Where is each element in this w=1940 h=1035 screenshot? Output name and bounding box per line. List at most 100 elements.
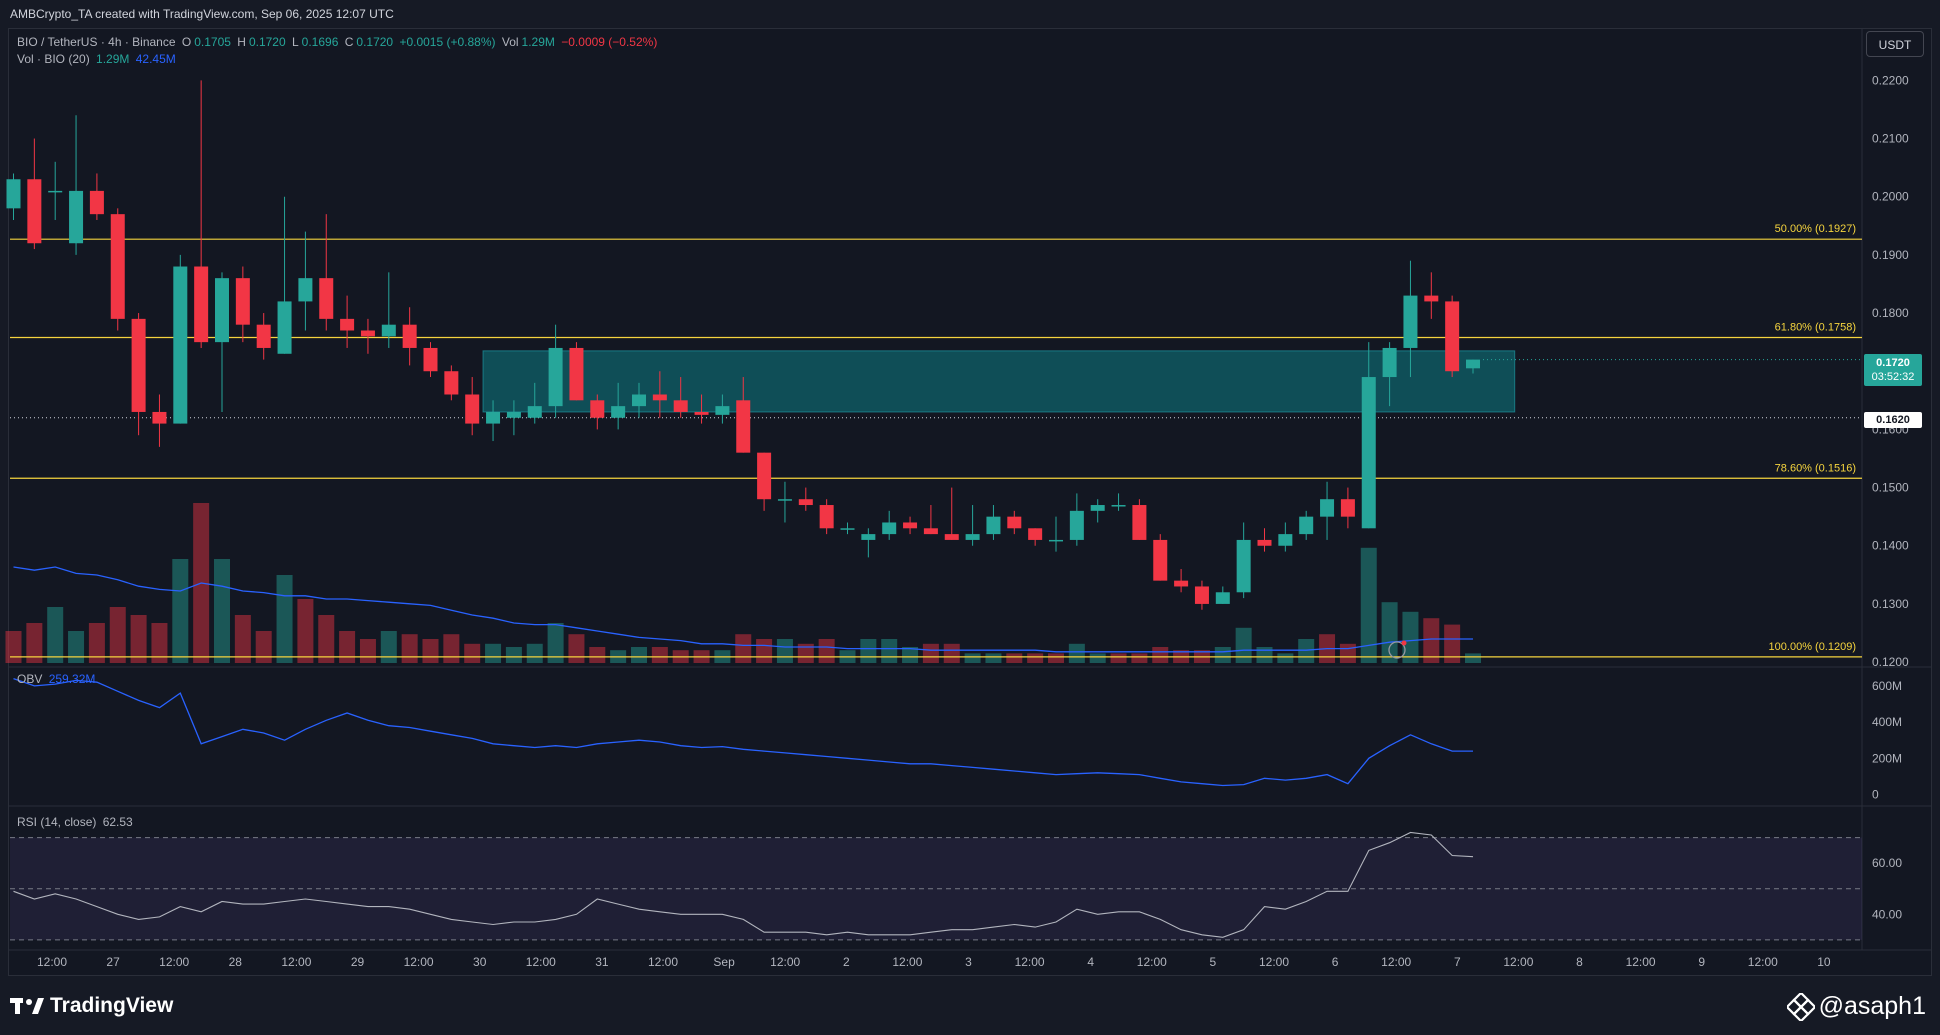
candle-body [1007,516,1022,529]
volume-bar [485,643,502,663]
volume-indicator-label[interactable]: Vol · BIO (20) [17,52,90,66]
candle-body [256,324,271,348]
tradingview-logo[interactable]: TradingView [10,994,173,1018]
brand-name: TradingView [50,994,174,1017]
volume-bar [464,643,481,663]
candle-body [465,394,480,424]
volume-bar [1131,653,1148,663]
candle-body [277,301,292,354]
last-price-tag: 0.1720 03:52:32 [1864,354,1922,386]
time-tick-label: 12:00 [404,955,434,969]
candle-body [1174,580,1189,587]
open-value: 0.1705 [194,35,231,49]
volume-bar [5,631,22,663]
volume-bar [401,634,418,663]
change-value: +0.0015 (+0.88%) [399,35,496,49]
time-tick-label: 12:00 [892,955,922,969]
volume-bar [943,643,960,663]
price-tick-label: 0.1800 [1872,306,1909,320]
volume-bar [1089,653,1106,663]
time-tick-label: 5 [1210,955,1217,969]
volume-bar [1110,653,1127,663]
candle-body [944,534,959,540]
time-tick-label: 12:00 [648,955,678,969]
candle-body [152,411,167,424]
candle-body [6,179,21,209]
top-bar: AMBCrypto_TA created with TradingView.co… [0,0,1940,28]
obv-label[interactable]: OBV [17,672,43,686]
volume-bar [1360,547,1377,663]
candle-body [1215,592,1230,604]
volume-legend: Vol · BIO (20) 1.29M 42.45M [17,52,179,66]
volume-bar [339,631,356,663]
candle-body [131,318,146,412]
vol-label: Vol [501,35,519,49]
candle-body [27,179,42,244]
candle-body [381,324,396,337]
symbol-name[interactable]: BIO / TetherUS · 4h · Binance [17,35,176,49]
rsi-label[interactable]: RSI (14, close) [17,815,97,829]
vol-change-value: −0.0009 (−0.52%) [561,35,658,49]
volume-bar [214,559,230,663]
price-tick-label: 0.2200 [1872,73,1909,87]
candle-body [486,411,501,424]
close-value: 0.1720 [356,35,394,49]
volume-bar [109,607,126,663]
time-tick-label: 10 [1817,955,1831,969]
price-tick-label: 0.1500 [1872,481,1909,495]
volume-bar [922,643,939,663]
price-tick-label: 0.2000 [1872,190,1909,204]
candle-body [1049,539,1063,542]
low-value: 0.1696 [301,35,339,49]
tradingview-logo-icon [10,998,44,1014]
vol-value: 1.29M [521,35,555,49]
candle-body [694,411,709,415]
volume-bar [359,639,376,663]
volume-bar [1402,611,1419,663]
rsi-line [13,831,1474,938]
volume-indicator-value: 1.29M [96,52,130,66]
candle-body [548,347,563,407]
alert-icon [1388,641,1406,659]
obv-value: 259.32M [48,672,96,686]
candle-body [965,534,980,540]
rsi-band-fill [10,837,1862,940]
binance-diamond-icon [1786,992,1815,1021]
volume-bar [1068,643,1085,663]
volume-bar [1423,618,1440,663]
volume-bar [443,634,460,663]
candle-body [215,278,229,343]
high-value: 0.1720 [248,35,286,49]
time-tick-label: 9 [1698,955,1705,969]
candle-body [235,278,250,325]
candle-body [1132,505,1147,540]
time-tick-label: 27 [106,955,120,969]
volume-bar [88,623,105,663]
candle-body [1194,586,1209,604]
candle-body [1299,516,1314,535]
volume-bar [547,623,564,663]
candle-body [923,528,938,535]
price-tick-label: 0.1400 [1872,539,1909,553]
rsi-value: 62.53 [102,815,133,829]
time-tick-label: 28 [229,955,243,969]
footer: TradingView @asaph1 [0,976,1940,1035]
candle-body [715,406,730,415]
candle-body [402,324,417,348]
volume-bar [234,615,251,663]
obv-tick-label: 200M [1872,751,1902,765]
crosshair-price-tag: 0.1620 [1864,412,1922,428]
volume-bar [1339,643,1356,663]
volume-bar [818,639,835,663]
candle-body [48,190,63,193]
volume-bar [255,631,272,663]
supply-demand-zone [482,350,1516,413]
volume-bar [631,647,647,663]
currency-button[interactable]: USDT [1866,31,1924,57]
volume-bar [47,607,64,663]
candle-body [194,266,209,343]
volume-bar [151,623,168,663]
candle-body [819,505,834,529]
candle-body [1466,359,1480,369]
